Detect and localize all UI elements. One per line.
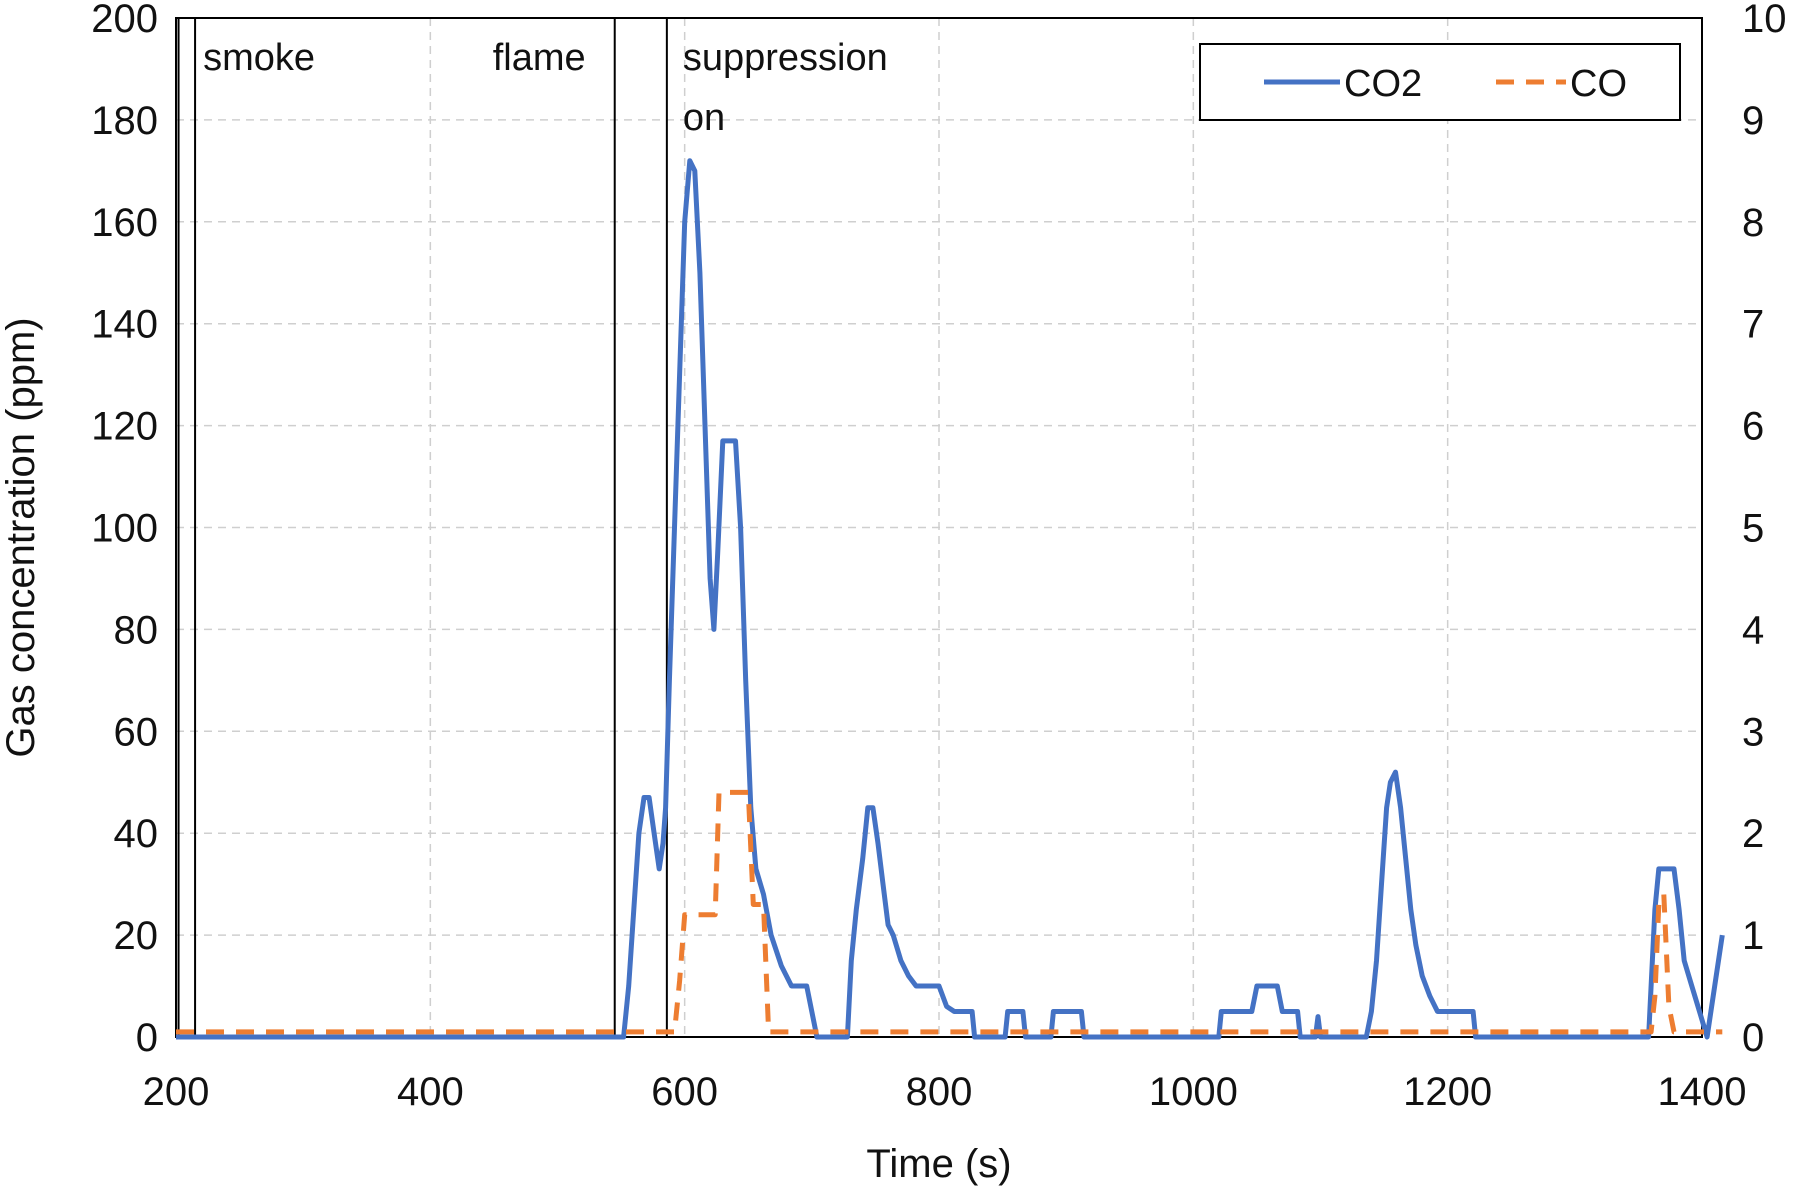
y2-tick-label: 3 <box>1742 710 1764 754</box>
x-tick-label: 200 <box>143 1070 210 1114</box>
event-markers: smoke flame suppression on <box>177 18 888 1037</box>
axis-ticks: 200 400 600 800 1000 1200 14000204060801001201… <box>91 0 1786 1114</box>
x-tick-label: 1000 <box>1149 1070 1238 1114</box>
y-tick-label: 180 <box>91 99 158 143</box>
x-tick-label: 800 <box>906 1070 973 1114</box>
series-line-co <box>176 789 1723 1035</box>
y2-tick-label: 2 <box>1742 812 1764 856</box>
x-tick-label: 1400 <box>1658 1070 1747 1114</box>
y-tick-label: 80 <box>114 608 159 652</box>
legend: CO2 CO <box>1199 43 1681 121</box>
y-tick-label: 100 <box>91 507 158 551</box>
y2-tick-label: 9 <box>1742 99 1764 143</box>
event-label: on <box>683 97 725 139</box>
y2-tick-label: 0 <box>1742 1016 1764 1060</box>
y-tick-label: 60 <box>114 710 159 754</box>
y-tick-label: 20 <box>114 914 159 958</box>
grid <box>176 18 1702 1037</box>
y-tick-label: 160 <box>91 201 158 245</box>
y-tick-label: 200 <box>91 0 158 41</box>
y2-tick-label: 4 <box>1742 608 1764 652</box>
x-tick-label: 1200 <box>1403 1070 1492 1114</box>
x-axis-title: Time (s) <box>866 1142 1011 1186</box>
legend-co2-label: CO2 <box>1344 63 1422 105</box>
legend-co-label: CO <box>1570 63 1627 105</box>
event-label: smoke <box>203 37 315 79</box>
series-line-co2 <box>176 158 1725 1040</box>
x-tick-label: 600 <box>651 1070 718 1114</box>
y-tick-label: 0 <box>136 1016 158 1060</box>
y2-tick-label: 5 <box>1742 507 1764 551</box>
y2-tick-label: 1 <box>1742 914 1764 958</box>
event-label: suppression <box>683 37 888 79</box>
y2-tick-label: 10 <box>1742 0 1787 41</box>
event-label: flame <box>493 37 586 79</box>
data-series <box>176 158 1725 1040</box>
y2-tick-label: 6 <box>1742 405 1764 449</box>
y2-tick-label: 8 <box>1742 201 1764 245</box>
y-tick-label: 120 <box>91 405 158 449</box>
plot-area-frame <box>175 17 1703 1038</box>
y-tick-label: 140 <box>91 303 158 347</box>
y-tick-label: 40 <box>114 812 159 856</box>
y2-tick-label: 7 <box>1742 303 1764 347</box>
x-tick-label: 400 <box>397 1070 464 1114</box>
y-axis-title: Gas concentration (ppm) <box>0 317 43 757</box>
